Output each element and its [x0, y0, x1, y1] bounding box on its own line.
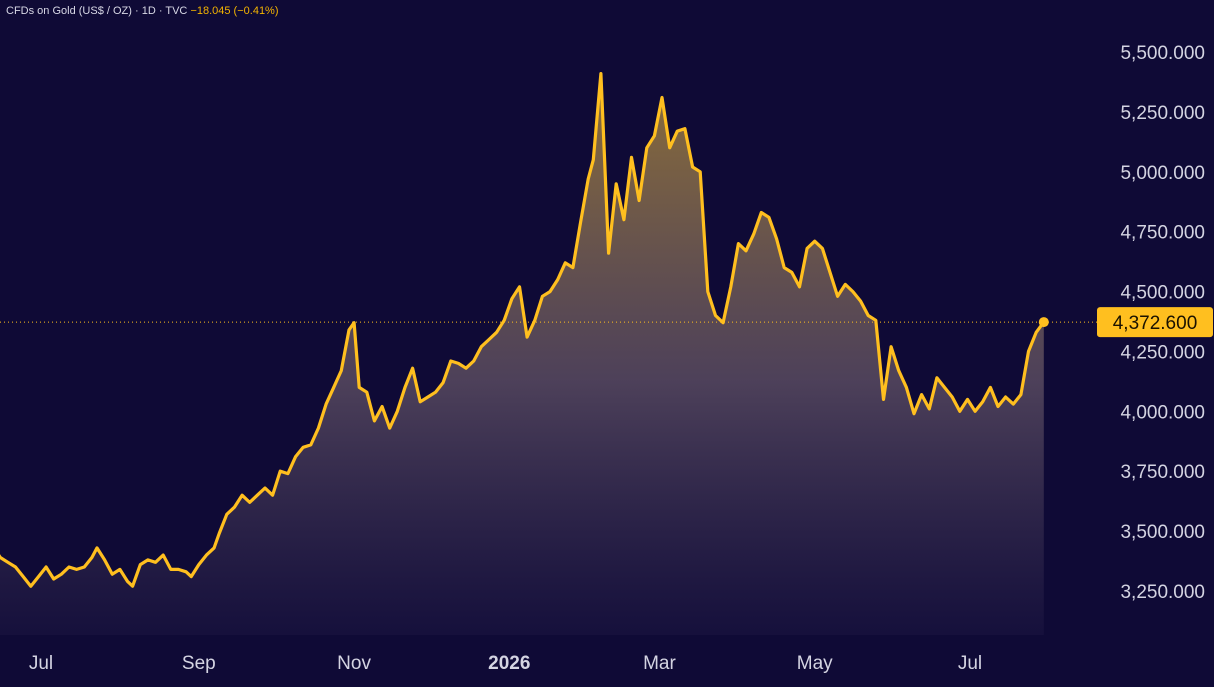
chart-header: CFDs on Gold (US$ / OZ) · 1D · TVC −18.0… [6, 5, 279, 17]
interval-label[interactable]: 1D [141, 5, 156, 17]
price-series-line [0, 72, 1046, 588]
symbol-title[interactable]: CFDs on Gold (US$ / OZ) [6, 5, 132, 17]
last-price-label: 4,372.600 [1113, 313, 1198, 334]
source-label: TVC [165, 5, 188, 17]
time-axis[interactable]: Jul Sep Nov 2026 Mar May Jul [29, 653, 982, 674]
x-tick-label: Sep [182, 653, 216, 674]
last-price-marker [1038, 317, 1049, 328]
x-tick-label: 2026 [488, 653, 530, 674]
y-tick-label: 3,750.000 [1120, 462, 1205, 483]
y-tick-label: 4,250.000 [1120, 342, 1205, 363]
price-change: −18.045 (−0.41%) [190, 5, 279, 17]
y-tick-label: 4,750.000 [1120, 223, 1205, 244]
price-area-fill [0, 73, 1044, 635]
x-tick-label: Jul [958, 653, 982, 674]
y-tick-label: 4,000.000 [1120, 402, 1205, 423]
header-separator: · [158, 5, 166, 17]
y-tick-label: 3,250.000 [1120, 582, 1205, 603]
header-separator: · [134, 5, 142, 17]
y-tick-label: 4,500.000 [1120, 283, 1205, 304]
y-tick-label: 5,250.000 [1120, 103, 1205, 124]
x-tick-label: Nov [337, 653, 371, 674]
y-tick-label: 5,000.000 [1120, 163, 1205, 184]
x-tick-label: Jul [29, 653, 53, 674]
y-tick-label: 5,500.000 [1120, 43, 1205, 64]
last-price-label-bg [1097, 307, 1213, 338]
y-tick-label: 3,500.000 [1120, 522, 1205, 543]
price-axis[interactable]: 3,250.000 3,500.000 3,750.000 4,000.000 4,25… [1120, 43, 1205, 603]
x-tick-label: May [797, 653, 833, 674]
x-tick-label: Mar [643, 653, 676, 674]
